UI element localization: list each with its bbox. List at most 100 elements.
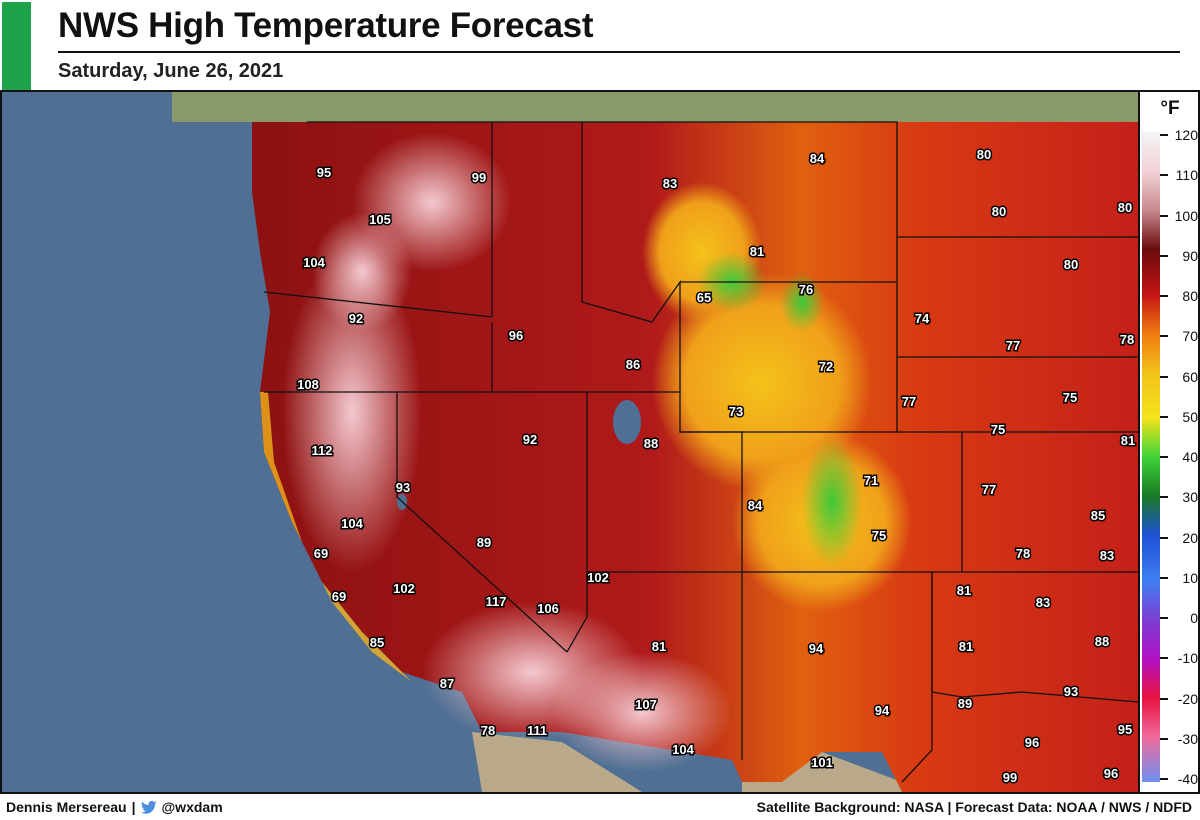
forecast-temp-label: 95 [1118, 722, 1132, 737]
legend-tick-label: 120 [1174, 127, 1198, 143]
legend-tick-mark [1160, 295, 1168, 297]
forecast-temp-label: 69 [332, 589, 346, 604]
legend-tick-label: 60 [1182, 368, 1198, 385]
legend-tick-label: 110 [1175, 167, 1198, 184]
footer: Dennis Mersereau | @wxdam Satellite Back… [0, 792, 1200, 820]
legend-tick-label: 90 [1182, 247, 1198, 264]
forecast-temp-label: 85 [370, 635, 384, 650]
forecast-temp-label: 65 [697, 290, 711, 305]
legend-unit: °F [1160, 98, 1180, 119]
legend-color-bar [1142, 132, 1160, 782]
legend-tick-mark [1160, 214, 1168, 217]
great-salt-lake [613, 400, 641, 444]
forecast-temp-label: 104 [341, 516, 363, 531]
legend-tick-label: -20 [1177, 690, 1198, 707]
legend-tick-label: 10 [1182, 569, 1198, 586]
legend-tick-mark [1160, 456, 1168, 458]
forecast-temp-label: 92 [349, 311, 363, 326]
forecast-temp-label: 77 [982, 482, 996, 497]
legend-gradient [1142, 132, 1160, 782]
heat-zone-arizona [552, 652, 732, 772]
forecast-temp-label: 106 [537, 601, 559, 616]
heat-zone-oregon [312, 212, 412, 332]
legend-tick-label: 0 [1190, 610, 1198, 626]
legend-tick-mark [1160, 737, 1168, 740]
forecast-temp-label: 99 [1003, 770, 1017, 785]
legend-tick-label: 40 [1182, 449, 1198, 465]
forecast-temp-label: 72 [819, 359, 833, 374]
forecast-temp-label: 94 [875, 703, 890, 718]
forecast-temp-label: 77 [902, 394, 916, 409]
forecast-temp-label: 93 [396, 480, 410, 495]
forecast-temp-label: 104 [672, 742, 694, 757]
title-divider [58, 51, 1180, 53]
forecast-temp-label: 93 [1064, 684, 1078, 699]
header: NWS High Temperature Forecast Saturday, … [0, 0, 1200, 92]
forecast-temp-label: 75 [1063, 390, 1077, 405]
legend-tick-label: -10 [1177, 650, 1198, 667]
forecast-labels: 95 99 105 104 92 96 108 112 93 104 69 89 69 102 117 106… [296, 146, 1137, 787]
forecast-temp-label: 88 [644, 436, 658, 451]
heat-zone-california [282, 252, 422, 572]
legend-tick-mark [1160, 254, 1168, 257]
legend-tick-mark [1160, 496, 1168, 499]
forecast-temp-label: 112 [312, 443, 333, 458]
forecast-temp-label: 96 [1025, 735, 1039, 750]
forecast-temp-label: 102 [587, 570, 609, 585]
forecast-temp-label: 107 [635, 697, 657, 712]
legend-tick-mark [1160, 415, 1168, 418]
forecast-temp-label: 105 [369, 212, 391, 227]
forecast-temp-label: 83 [1100, 548, 1114, 563]
peak-rockies [802, 437, 862, 567]
legend-tick-mark [1160, 174, 1168, 177]
forecast-temp-label: 92 [523, 432, 537, 447]
forecast-temp-label: 108 [297, 377, 319, 392]
forecast-temp-label: 111 [527, 723, 547, 738]
peak-bighorns [780, 272, 824, 332]
forecast-temp-label: 86 [626, 357, 640, 372]
forecast-temp-label: 96 [509, 328, 523, 343]
legend-tick-mark [1160, 375, 1168, 378]
forecast-temp-label: 71 [864, 473, 878, 488]
credit-separator: | [131, 799, 136, 815]
forecast-temp-label: 78 [481, 723, 495, 738]
forecast-temp-label: 75 [991, 422, 1005, 437]
author-name: Dennis Mersereau [6, 799, 127, 815]
forecast-temp-label: 96 [1104, 766, 1118, 781]
canada-land [172, 92, 1138, 122]
forecast-temp-label: 89 [958, 696, 972, 711]
forecast-temp-label: 88 [1095, 634, 1109, 649]
bird-icon [140, 800, 157, 814]
color-legend: °F 120 110 1 [1138, 92, 1198, 792]
forecast-date: Saturday, June 26, 2021 [58, 60, 284, 82]
legend-tick-mark [1160, 697, 1168, 700]
state-boundaries [263, 121, 1138, 783]
mexico-land [472, 732, 642, 792]
forecast-temp-label: 101 [811, 755, 833, 770]
forecast-temp-label: 95 [317, 165, 331, 180]
legend-tick-label: 70 [1182, 328, 1198, 345]
author-credit: Dennis Mersereau | @wxdam [6, 799, 223, 815]
legend-tick-label: 20 [1182, 529, 1198, 546]
forecast-temp-label: 81 [957, 583, 971, 598]
forecast-temp-label: 85 [1091, 508, 1105, 523]
forecast-temp-label: 75 [872, 528, 886, 543]
forecast-temp-label: 83 [663, 176, 677, 191]
forecast-temp-label: 74 [915, 311, 930, 326]
legend-tick-label: -30 [1177, 730, 1198, 747]
forecast-temp-label: 81 [652, 639, 666, 654]
accent-bar [2, 2, 31, 90]
forecast-temp-label: 80 [977, 147, 991, 162]
forecast-temp-label: 80 [1064, 257, 1078, 272]
forecast-temp-label: 94 [809, 641, 824, 656]
forecast-temp-label: 80 [992, 204, 1006, 219]
legend-tick-label: 50 [1182, 408, 1198, 425]
forecast-temp-label: 69 [314, 546, 328, 561]
forecast-temp-label: 81 [959, 639, 973, 654]
forecast-temp-label: 99 [472, 170, 486, 185]
forecast-temp-label: 102 [393, 581, 415, 596]
forecast-temp-label: 81 [1121, 433, 1135, 448]
legend-tick-label: 30 [1182, 489, 1198, 506]
legend-tick-mark [1160, 335, 1168, 338]
twitter-handle[interactable]: @wxdam [161, 799, 223, 815]
